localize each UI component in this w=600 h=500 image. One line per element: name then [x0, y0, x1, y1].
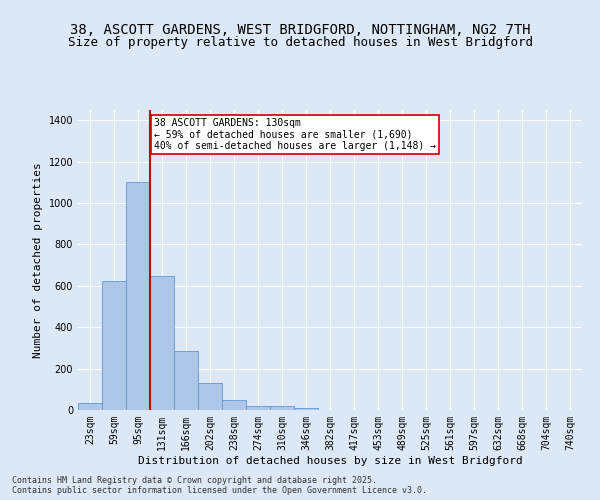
Bar — [150, 276, 174, 410]
X-axis label: Distribution of detached houses by size in West Bridgford: Distribution of detached houses by size … — [137, 456, 523, 466]
Bar — [270, 406, 294, 410]
Bar — [102, 280, 126, 410]
Text: 38 ASCOTT GARDENS: 130sqm
← 59% of detached houses are smaller (1,690)
40% of se: 38 ASCOTT GARDENS: 130sqm ← 59% of detac… — [154, 118, 436, 152]
Bar — [174, 351, 198, 410]
Bar — [246, 406, 270, 410]
Text: Contains HM Land Registry data © Crown copyright and database right 2025.
Contai: Contains HM Land Registry data © Crown c… — [12, 476, 427, 495]
Text: 38, ASCOTT GARDENS, WEST BRIDGFORD, NOTTINGHAM, NG2 7TH: 38, ASCOTT GARDENS, WEST BRIDGFORD, NOTT… — [70, 22, 530, 36]
Bar — [198, 383, 222, 410]
Y-axis label: Number of detached properties: Number of detached properties — [33, 162, 43, 358]
Bar — [222, 400, 246, 410]
Text: Size of property relative to detached houses in West Bridgford: Size of property relative to detached ho… — [67, 36, 533, 49]
Bar — [78, 403, 102, 410]
Bar — [126, 182, 150, 410]
Bar — [294, 408, 318, 410]
